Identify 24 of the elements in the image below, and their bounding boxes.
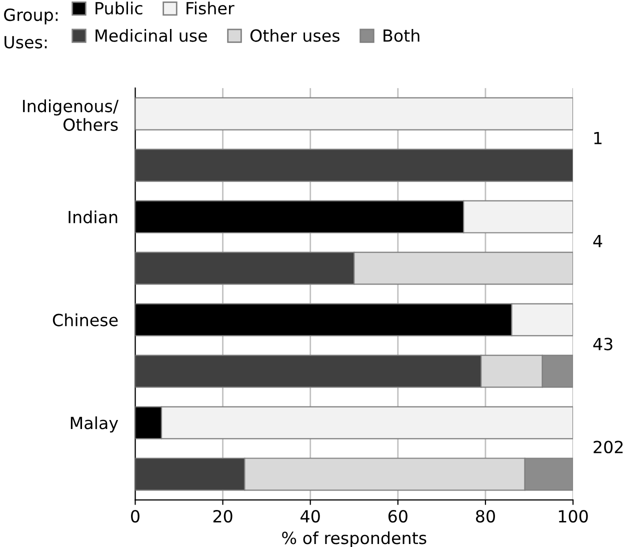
legend-label: Both	[384, 28, 420, 42]
x-tick-label: 0	[131, 510, 140, 523]
x-tick-label: 20	[213, 510, 232, 523]
text: 4	[593, 234, 602, 248]
legend-label: Public	[96, 2, 142, 15]
x-tick-label: 40	[300, 510, 320, 523]
y-tick-label: Indian	[68, 210, 118, 224]
x-tick-label: 80	[476, 510, 495, 523]
x-axis-title: % of respondents	[282, 531, 426, 547]
text: 202	[594, 440, 623, 454]
x-tick-label: 100	[558, 510, 588, 523]
text: 1	[594, 132, 602, 144]
y-tick-label: Indigenous/ Others	[23, 99, 119, 131]
x-tick-label: 60	[388, 510, 408, 523]
text: 43	[593, 338, 612, 350]
y-tick-label: Malay	[70, 416, 118, 433]
bar	[135, 97, 574, 130]
legend-label: Other uses	[250, 28, 340, 42]
y-tick-label: Chinese	[52, 313, 118, 326]
legend-label: Medicinal use	[96, 28, 207, 42]
text: Uses:	[4, 36, 47, 48]
legend-label: Fisher	[186, 2, 234, 15]
bar	[135, 148, 574, 182]
text: Group:	[4, 8, 58, 24]
